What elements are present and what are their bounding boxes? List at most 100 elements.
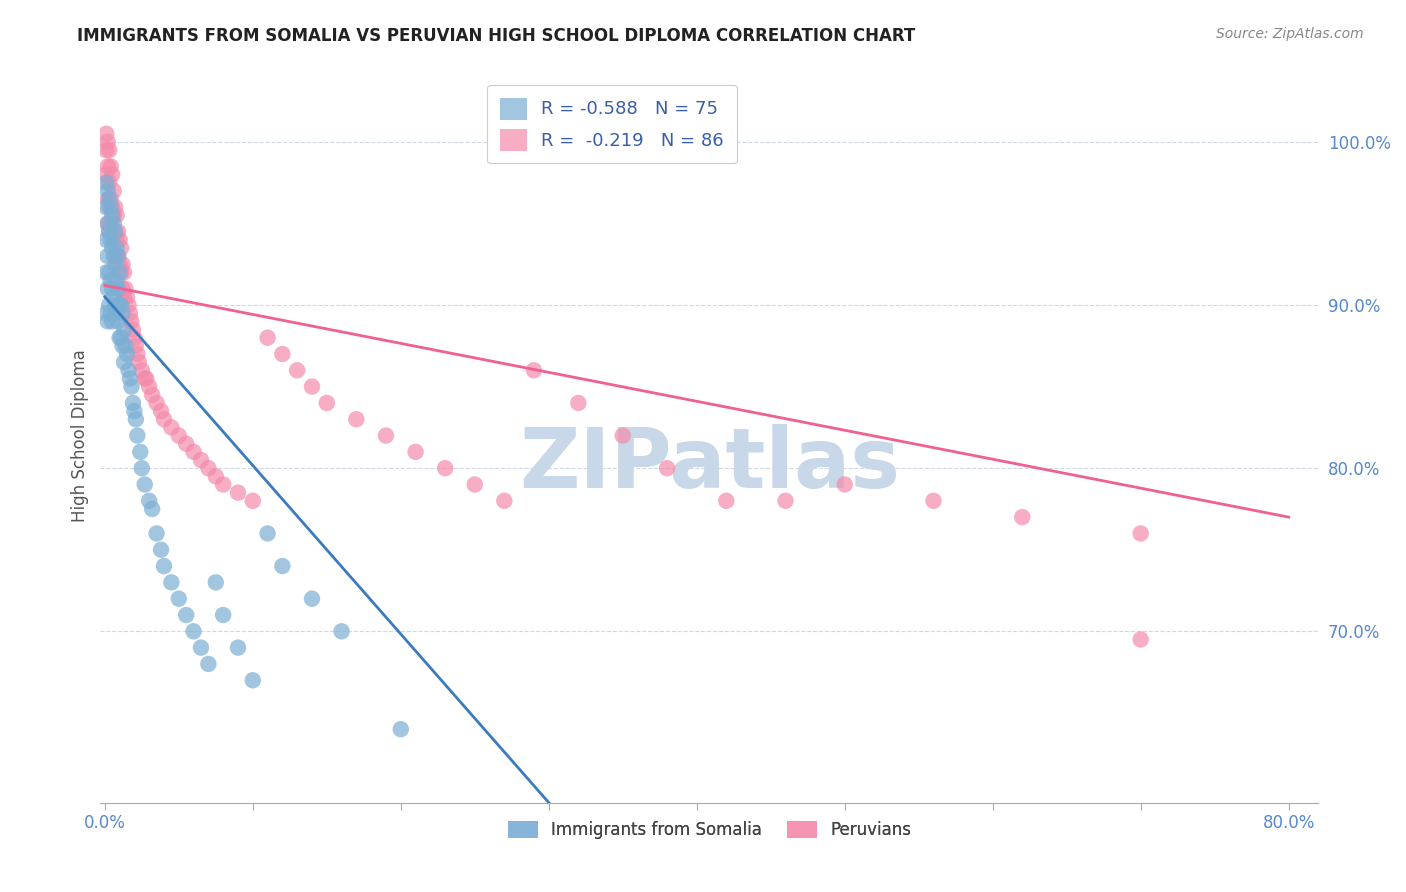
- Point: [108, 331, 131, 345]
- Point: [141, 502, 163, 516]
- Point: [242, 673, 264, 688]
- Point: [834, 477, 856, 491]
- Point: [101, 225, 124, 239]
- Point: [101, 168, 124, 182]
- Point: [141, 388, 163, 402]
- Point: [115, 290, 138, 304]
- Point: [100, 192, 122, 206]
- Point: [375, 428, 398, 442]
- Point: [105, 257, 128, 271]
- Point: [127, 428, 149, 442]
- Point: [96, 265, 118, 279]
- Point: [567, 396, 589, 410]
- Point: [301, 379, 323, 393]
- Point: [101, 314, 124, 328]
- Text: ZIPatlas: ZIPatlas: [519, 425, 900, 506]
- Point: [108, 265, 131, 279]
- Point: [145, 396, 167, 410]
- Point: [129, 445, 152, 459]
- Point: [103, 208, 125, 222]
- Point: [104, 249, 127, 263]
- Point: [271, 347, 294, 361]
- Point: [100, 160, 122, 174]
- Point: [150, 542, 173, 557]
- Point: [128, 355, 150, 369]
- Point: [110, 331, 132, 345]
- Point: [100, 217, 122, 231]
- Point: [167, 591, 190, 606]
- Point: [110, 298, 132, 312]
- Point: [112, 265, 135, 279]
- Point: [301, 591, 323, 606]
- Point: [96, 176, 118, 190]
- Point: [125, 412, 148, 426]
- Point: [256, 526, 278, 541]
- Point: [204, 575, 226, 590]
- Point: [100, 274, 122, 288]
- Point: [389, 722, 412, 736]
- Point: [174, 607, 197, 622]
- Point: [138, 379, 160, 393]
- Point: [103, 184, 125, 198]
- Point: [104, 257, 127, 271]
- Text: Source: ZipAtlas.com: Source: ZipAtlas.com: [1216, 27, 1364, 41]
- Point: [134, 371, 156, 385]
- Point: [96, 233, 118, 247]
- Point: [120, 379, 142, 393]
- Point: [111, 282, 134, 296]
- Text: IMMIGRANTS FROM SOMALIA VS PERUVIAN HIGH SCHOOL DIPLOMA CORRELATION CHART: IMMIGRANTS FROM SOMALIA VS PERUVIAN HIGH…: [77, 27, 915, 45]
- Point: [108, 257, 131, 271]
- Point: [110, 241, 132, 255]
- Point: [112, 322, 135, 336]
- Point: [107, 282, 129, 296]
- Point: [612, 428, 634, 442]
- Point: [138, 493, 160, 508]
- Point: [120, 314, 142, 328]
- Point: [494, 493, 516, 508]
- Point: [98, 265, 121, 279]
- Point: [110, 265, 132, 279]
- Point: [107, 249, 129, 263]
- Point: [226, 640, 249, 655]
- Point: [1129, 526, 1152, 541]
- Point: [97, 282, 120, 296]
- Point: [256, 331, 278, 345]
- Point: [112, 355, 135, 369]
- Point: [122, 396, 145, 410]
- Point: [922, 493, 945, 508]
- Point: [212, 477, 235, 491]
- Point: [190, 453, 212, 467]
- Point: [97, 160, 120, 174]
- Point: [125, 339, 148, 353]
- Point: [105, 208, 128, 222]
- Point: [122, 322, 145, 336]
- Point: [127, 347, 149, 361]
- Point: [150, 404, 173, 418]
- Point: [107, 249, 129, 263]
- Point: [226, 485, 249, 500]
- Point: [775, 493, 797, 508]
- Point: [523, 363, 546, 377]
- Point: [115, 347, 138, 361]
- Point: [98, 298, 121, 312]
- Point: [97, 249, 120, 263]
- Point: [271, 559, 294, 574]
- Point: [103, 217, 125, 231]
- Legend: Immigrants from Somalia, Peruvians: Immigrants from Somalia, Peruvians: [501, 814, 918, 846]
- Point: [1129, 632, 1152, 647]
- Point: [117, 298, 139, 312]
- Point: [104, 225, 127, 239]
- Point: [112, 290, 135, 304]
- Point: [105, 306, 128, 320]
- Point: [117, 363, 139, 377]
- Point: [111, 306, 134, 320]
- Point: [100, 200, 122, 214]
- Point: [98, 176, 121, 190]
- Point: [197, 461, 219, 475]
- Point: [1011, 510, 1033, 524]
- Point: [183, 624, 205, 639]
- Point: [315, 396, 337, 410]
- Point: [344, 412, 367, 426]
- Point: [98, 192, 121, 206]
- Point: [111, 339, 134, 353]
